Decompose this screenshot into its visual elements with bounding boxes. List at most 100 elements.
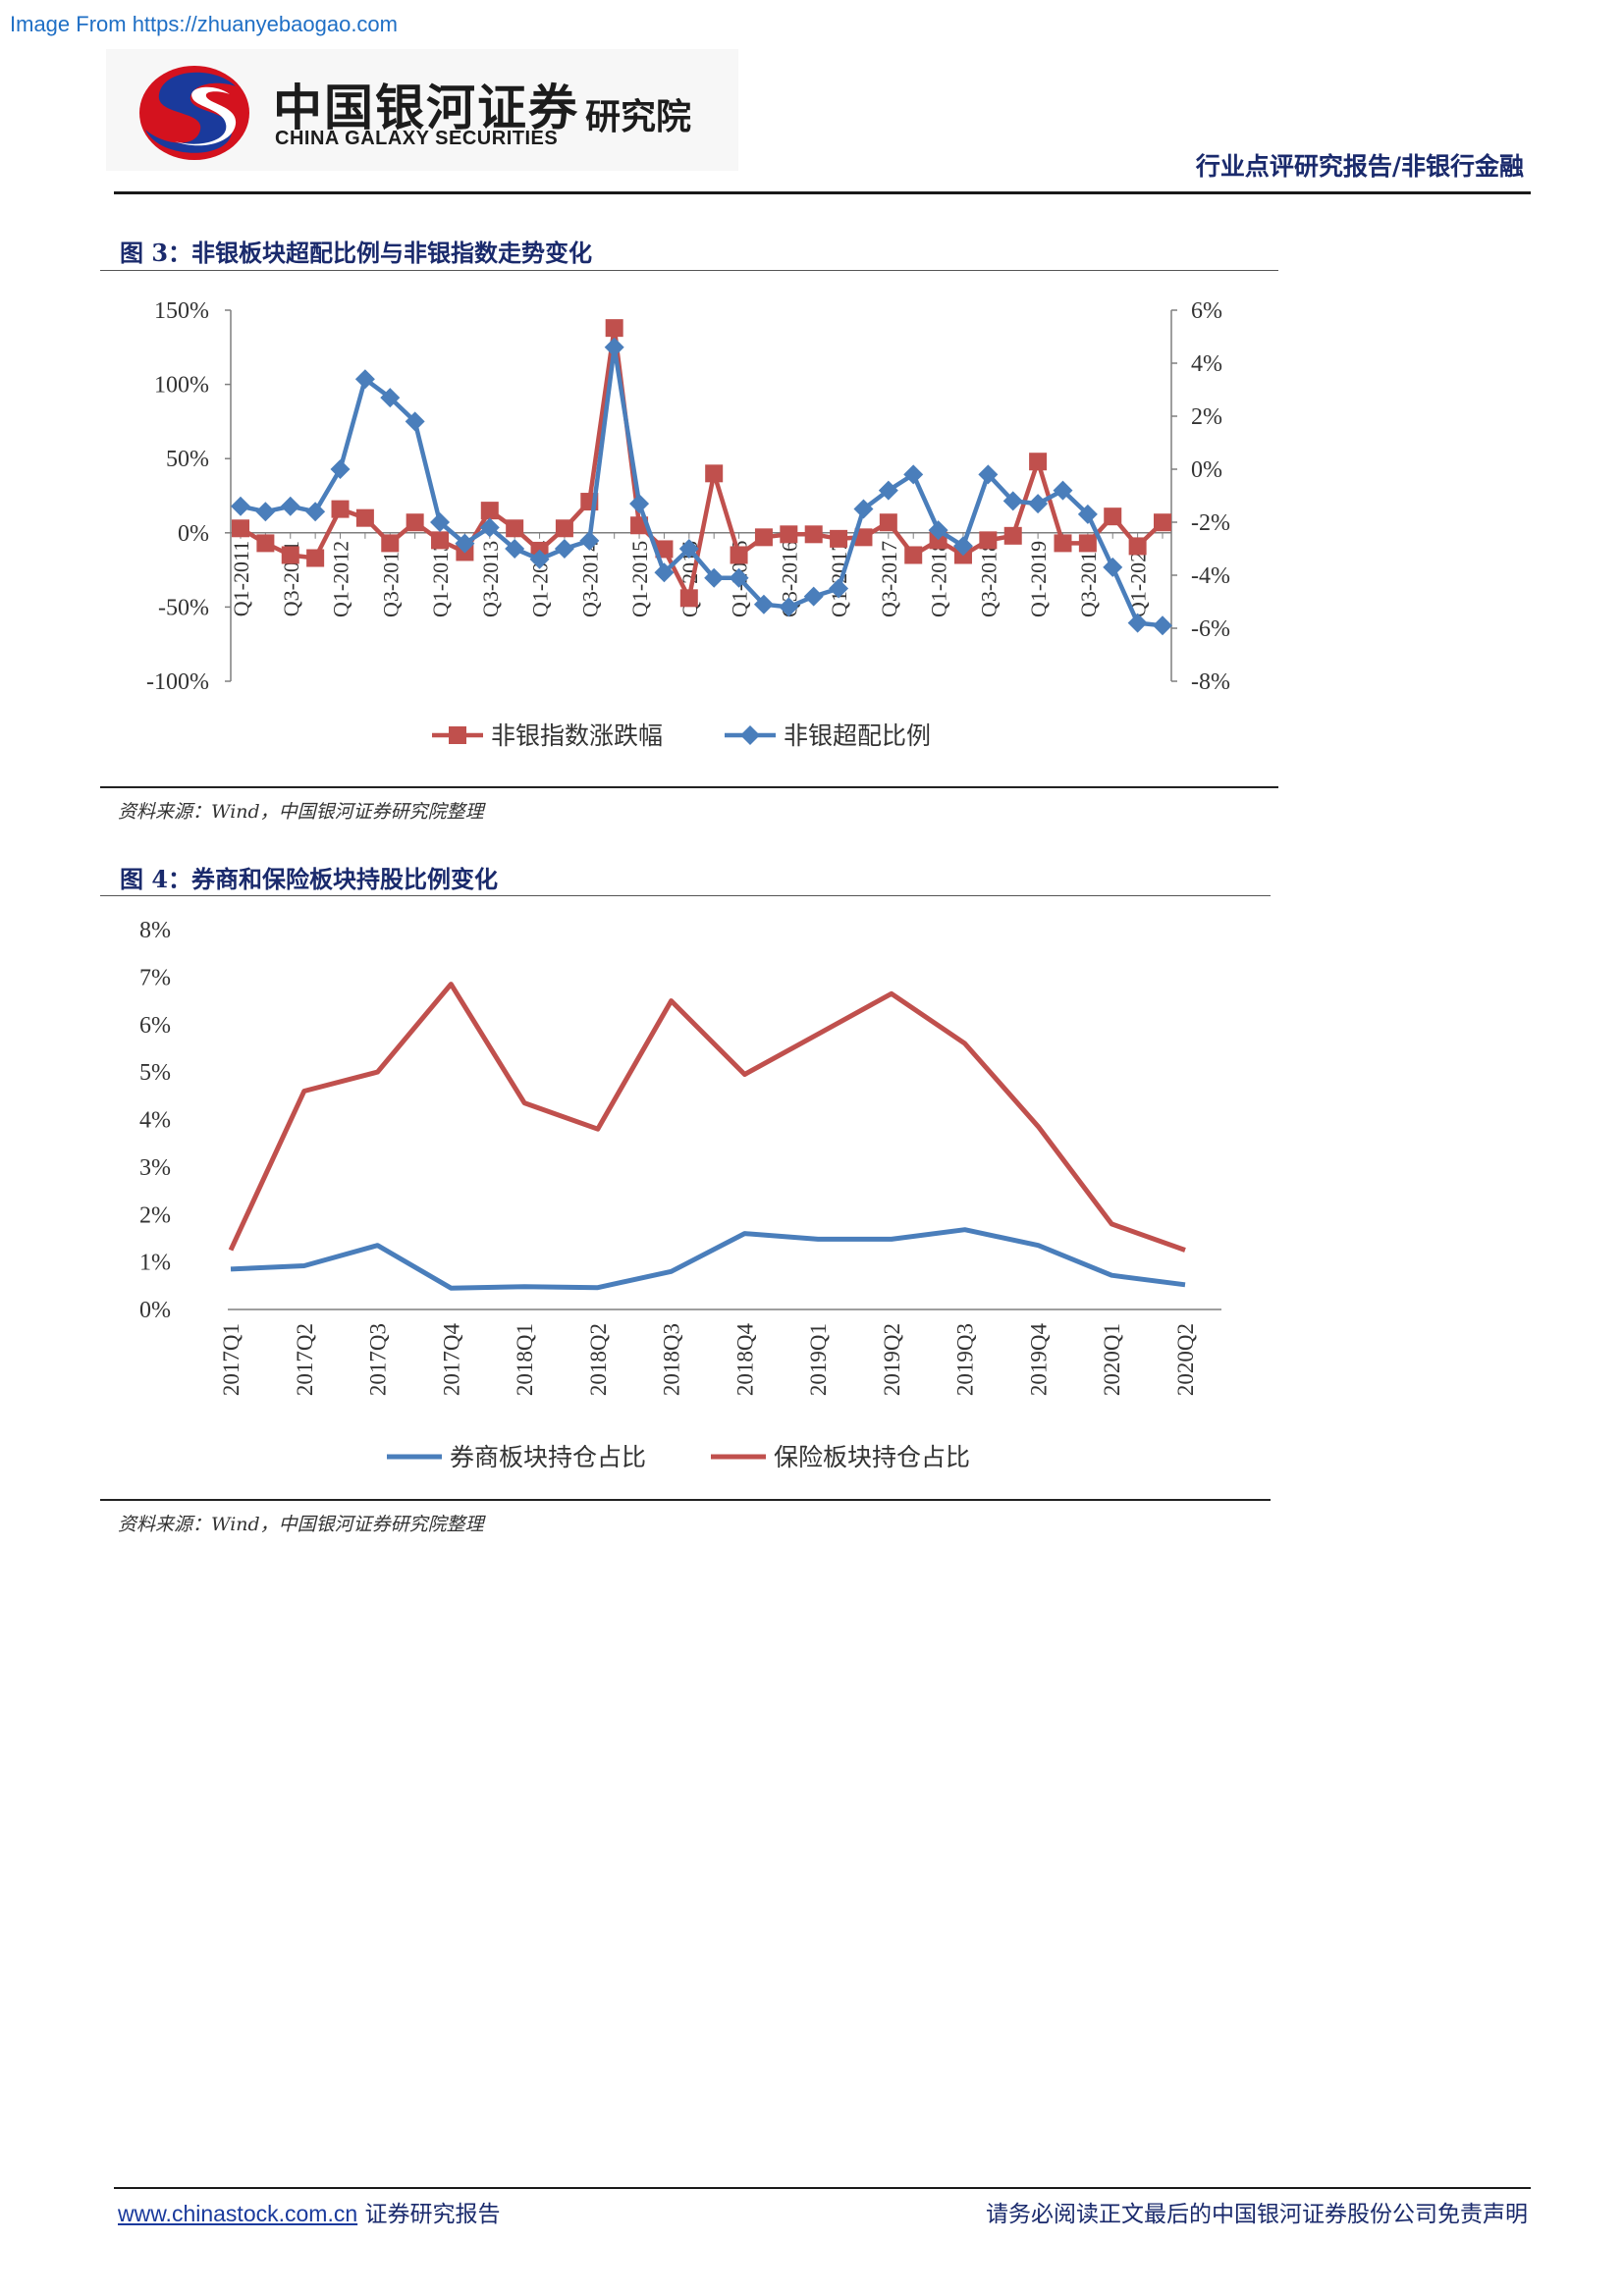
- series-2-point: [1077, 504, 1098, 524]
- series-line-2: [228, 982, 1186, 1253]
- series-1-point: [506, 519, 524, 538]
- series-1-point: [480, 502, 499, 520]
- series-1-point: [355, 508, 374, 527]
- figure-3-chart: -100% -50% 0% 50% 100% 150% -8% -6% -4% -2% 0% 2% 4%…: [146, 298, 1230, 750]
- series-2-point: [704, 567, 725, 588]
- series-2-point: [1153, 615, 1172, 636]
- series-1-point: [679, 589, 698, 608]
- series-2-point: [1028, 494, 1049, 514]
- x-tick-label: Q3-2014: [577, 541, 602, 617]
- series-1-point: [929, 531, 947, 550]
- galaxy-logo-icon: [139, 66, 249, 160]
- series-2-point: [330, 459, 351, 479]
- series-1-point: [904, 546, 923, 564]
- series-2-point: [928, 520, 948, 541]
- series-line-1: [230, 1227, 1186, 1291]
- footer-disclaimer: 请务必阅读正文最后的中国银河证券股份公司免责声明: [986, 2202, 1528, 2227]
- left-tick-label: 100%: [154, 373, 209, 399]
- series-2-point: [1127, 613, 1148, 633]
- left-tick-label: 0%: [178, 521, 209, 547]
- series-2-point: [505, 539, 525, 559]
- x-tick-label: 2019Q1: [806, 1323, 831, 1396]
- x-tick-label: Q1-2012: [329, 541, 353, 617]
- figure-3-top-rule: [100, 270, 1278, 271]
- footer-left: www.chinastock.com.cn 证券研究报告: [118, 2195, 500, 2228]
- series-2-point: [753, 594, 774, 614]
- figure-4-top-rule: [100, 895, 1271, 896]
- legend-label-1: 非银指数涨跌幅: [491, 722, 663, 750]
- series-1-point: [979, 531, 998, 550]
- x-tick-label: Q1-2013: [428, 541, 453, 617]
- series-1-point: [1003, 526, 1022, 545]
- series-1-point: [406, 513, 424, 532]
- series-2-point: [678, 539, 699, 559]
- series-2-point: [405, 411, 425, 432]
- left-tick-label: 50%: [166, 447, 209, 472]
- series-1-point: [705, 464, 724, 483]
- legend-label-2: 非银超配比例: [784, 722, 931, 750]
- series-2-point: [878, 480, 898, 501]
- series-2-point: [779, 597, 799, 617]
- footer-report-label: 证券研究报告: [357, 2202, 501, 2227]
- x-tick-label: 2018Q1: [513, 1323, 537, 1396]
- y-tick-label: 3%: [139, 1155, 171, 1181]
- y-tick-label: 0%: [139, 1298, 171, 1323]
- series-2-point: [1103, 557, 1123, 577]
- series-1-point: [256, 534, 275, 553]
- left-tick-label: -100%: [146, 669, 209, 695]
- series-2-point: [654, 562, 675, 583]
- left-tick-label: -50%: [158, 595, 209, 620]
- website-link[interactable]: www.chinastock.com.cn: [118, 2201, 358, 2226]
- series-1-point: [879, 513, 897, 532]
- x-tick-label: Q1-2018: [927, 541, 951, 617]
- y-tick-label: 7%: [139, 965, 171, 990]
- series-1-point: [1104, 507, 1122, 526]
- x-tick-label: 2019Q2: [880, 1323, 904, 1396]
- series-2-point: [604, 337, 624, 357]
- figure-4-chart: 0% 1% 2% 3% 4% 5% 6% 7% 8% 2017Q1 2017Q2 2017Q3 2017…: [139, 918, 1221, 1471]
- series-2-point: [952, 536, 973, 557]
- x-tick-label: Q3-2012: [378, 541, 403, 617]
- right-tick-label: -2%: [1191, 510, 1230, 536]
- x-tick-label: Q1-2017: [827, 541, 851, 617]
- y-tick-label: 2%: [139, 1202, 171, 1228]
- right-tick-label: 6%: [1191, 298, 1222, 324]
- series-1-point: [281, 546, 299, 564]
- logo-chinese-name: 中国银河证券: [273, 80, 579, 136]
- report-type: 行业点评研究报告/非银行金融: [1195, 152, 1524, 181]
- series-1-point: [730, 546, 748, 564]
- series-2-point: [255, 502, 276, 522]
- series-1-point: [381, 534, 400, 553]
- series-2-point: [529, 549, 550, 569]
- y-tick-label: 1%: [139, 1251, 171, 1276]
- x-tick-label: Q1-2019: [1026, 541, 1051, 617]
- series-1-point: [804, 525, 823, 544]
- right-tick-label: -8%: [1191, 669, 1230, 695]
- x-tick-label: 2018Q3: [660, 1323, 684, 1396]
- series-1-point: [431, 531, 450, 550]
- header-divider: [114, 191, 1531, 194]
- legend-label-2: 保险板块持仓占比: [774, 1444, 970, 1471]
- series-1-point: [854, 528, 873, 547]
- legend-marker-2: [740, 725, 760, 745]
- series-1-point: [232, 519, 249, 538]
- series-1-point: [830, 529, 848, 548]
- series-2-point: [430, 512, 451, 532]
- series-1-point: [331, 500, 350, 518]
- series-1-point: [780, 525, 798, 544]
- x-tick-label: 2020Q2: [1173, 1323, 1198, 1396]
- logo-english-name: CHINA GALAXY SECURITIES: [275, 128, 559, 149]
- series-2-point: [380, 388, 401, 408]
- x-tick-label: Q1-2015: [627, 541, 652, 617]
- watermark-text: Image From https://zhuanyebaogao.com: [10, 12, 398, 36]
- x-tick-label: Q1-2011: [229, 541, 253, 616]
- series-2-point: [978, 464, 999, 485]
- x-tick-label: 2017Q3: [366, 1323, 391, 1396]
- x-tick-label: 2017Q4: [439, 1323, 463, 1397]
- series-2-point: [903, 464, 924, 485]
- series-1-point: [605, 319, 623, 338]
- x-tick-label: 2017Q2: [293, 1323, 317, 1396]
- y-tick-label: 5%: [139, 1060, 171, 1086]
- x-tick-label: Q3-2013: [478, 541, 503, 617]
- series-2-point: [1002, 491, 1023, 511]
